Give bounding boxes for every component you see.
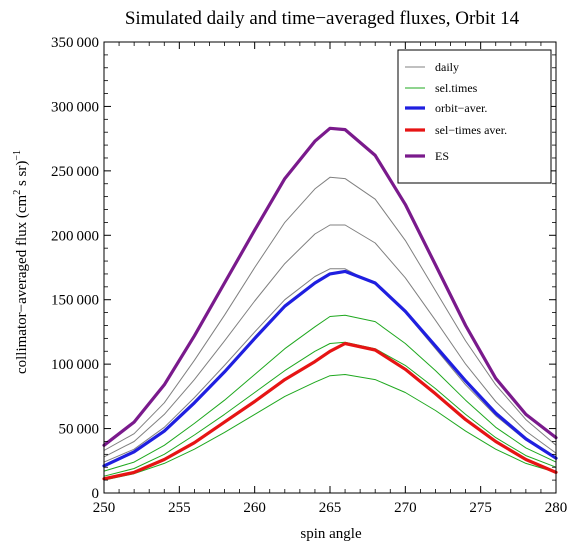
legend-label: daily: [435, 60, 459, 74]
y-tick-label: 250 000: [51, 164, 99, 180]
y-axis-label-sup-1: 2: [12, 190, 23, 195]
y-axis-label-sup-2: −1: [12, 150, 23, 161]
series-line-8: [102, 341, 558, 481]
legend-label: orbit−aver.: [435, 101, 487, 115]
y-axis-label-mid: s sr): [14, 161, 30, 190]
x-tick-label: 255: [168, 500, 191, 516]
legend-label: sel.times: [435, 81, 478, 95]
x-tick-label: 260: [243, 500, 266, 516]
y-tick-label: 50 000: [58, 422, 99, 438]
y-axis-label: collimator−averaged flux (cm2 s sr)−1: [12, 150, 30, 374]
x-tick-label: 275: [469, 500, 492, 516]
x-tick-label: 270: [394, 500, 417, 516]
x-axis-label: spin angle: [300, 526, 362, 542]
series-line-1: [103, 176, 557, 451]
series-line-7: [102, 269, 558, 468]
x-tick-label: 265: [319, 500, 342, 516]
legend: daily sel.times orbit−aver. sel−times aver.…: [397, 49, 552, 184]
series-layer: [102, 126, 558, 481]
series-line-3: [103, 268, 557, 463]
y-tick-label: 350 000: [51, 35, 99, 51]
x-tick-label: 250: [93, 500, 116, 516]
series-line-2: [103, 224, 557, 458]
y-axis-label-main: collimator−averaged flux (cm: [14, 194, 30, 374]
series-line-9: [102, 126, 558, 447]
y-tick-label: 100 000: [51, 357, 99, 373]
tick-layer: 250 255 260 265 270 275 280 0 50 000 100 000 150 0…: [51, 35, 567, 516]
svg-text:collimator−averaged flux (cm2: collimator−averaged flux (cm2 s sr)−1: [12, 150, 30, 374]
series-line-4: [103, 314, 557, 472]
series-line-6: [103, 374, 557, 481]
series-line-5: [103, 341, 557, 477]
y-tick-label: 200 000: [51, 228, 99, 244]
legend-box: [397, 49, 552, 184]
legend-label: sel−times aver.: [435, 123, 507, 137]
x-tick-label: 280: [545, 500, 568, 516]
y-tick-label: 150 000: [51, 293, 99, 309]
legend-label: ES: [435, 149, 449, 163]
y-tick-label: 300 000: [51, 99, 99, 115]
y-tick-label: 0: [92, 486, 100, 502]
chart-title: Simulated daily and time−averaged fluxes…: [125, 8, 520, 29]
